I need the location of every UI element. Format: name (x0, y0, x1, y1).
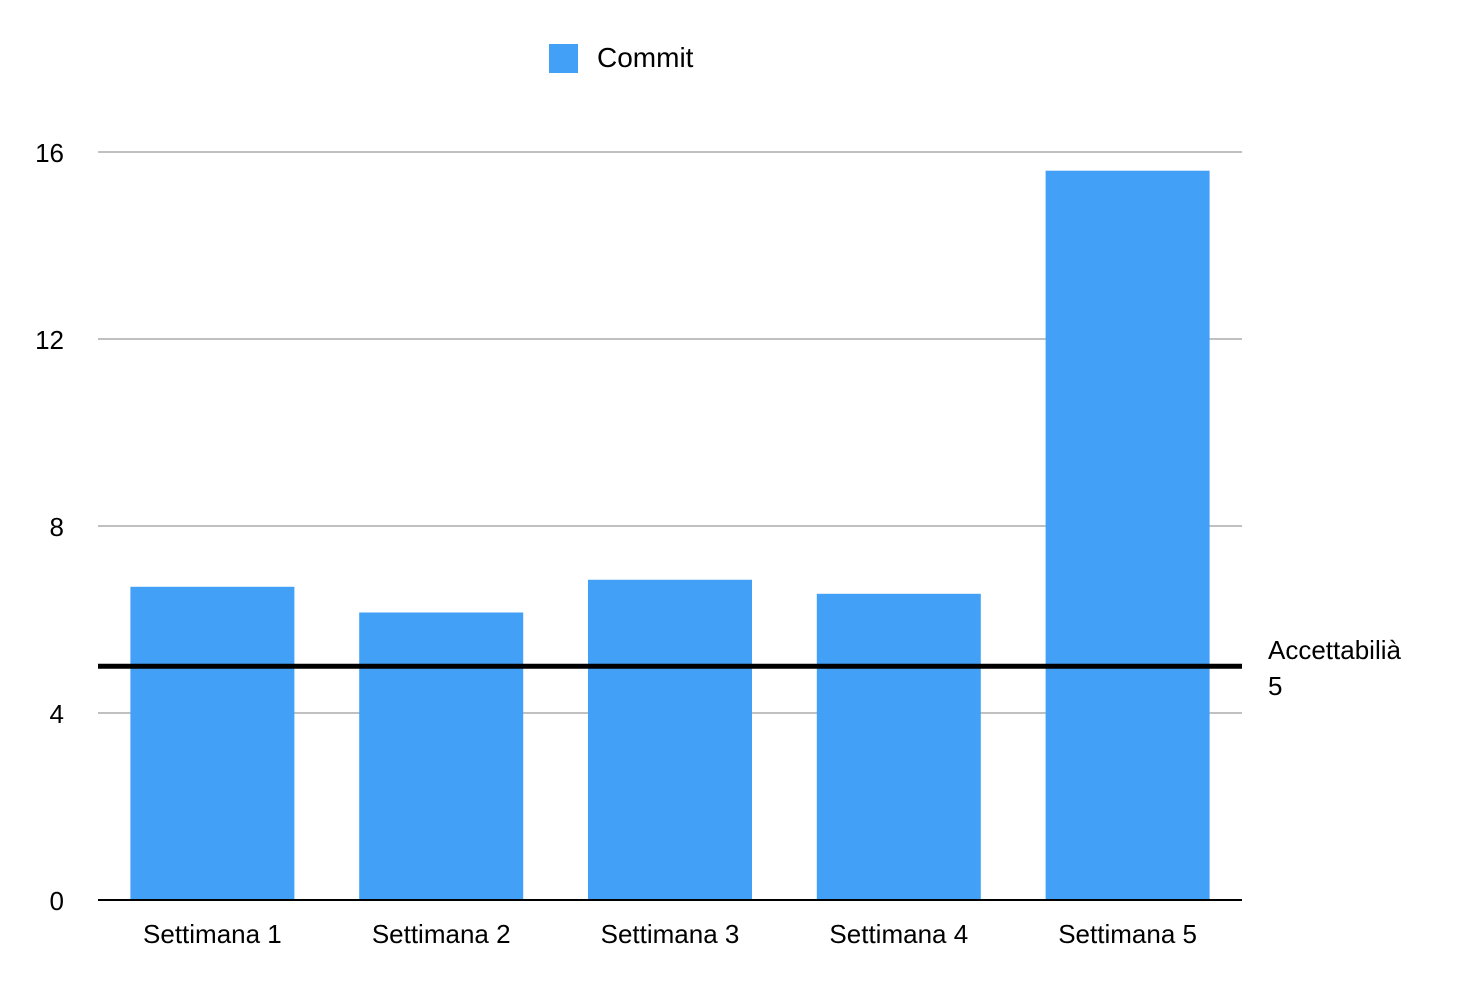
y-tick-label-0: 0 (50, 886, 64, 916)
bar-2 (359, 612, 524, 900)
bar-3 (588, 579, 752, 900)
y-axis-tick-labels: 0 4 8 12 16 (35, 138, 64, 916)
x-tick-label-5: Settimana 5 (1058, 919, 1197, 949)
bar-5 (1045, 170, 1210, 900)
y-tick-label-4: 4 (50, 699, 64, 729)
y-tick-label-8: 8 (50, 512, 64, 542)
bars (130, 170, 1210, 900)
reference-line-value: 5 (1268, 671, 1283, 701)
x-tick-label-4: Settimana 4 (829, 919, 968, 949)
bar-1 (130, 586, 295, 900)
legend-label-commit: Commit (597, 42, 694, 73)
reference-line-label: Accettabilià 5 (1268, 632, 1401, 704)
legend-swatch-commit (549, 43, 578, 73)
x-tick-label-1: Settimana 1 (143, 919, 282, 949)
x-tick-label-3: Settimana 3 (601, 919, 740, 949)
reference-line-name: Accettabilià (1268, 635, 1401, 665)
x-tick-label-2: Settimana 2 (372, 919, 511, 949)
legend: Commit (549, 40, 693, 76)
x-axis-tick-labels: Settimana 1 Settimana 2 Settimana 3 Settima… (143, 919, 1197, 949)
bar-4 (816, 593, 981, 900)
y-tick-label-12: 12 (35, 325, 64, 355)
y-tick-label-16: 16 (35, 138, 64, 168)
